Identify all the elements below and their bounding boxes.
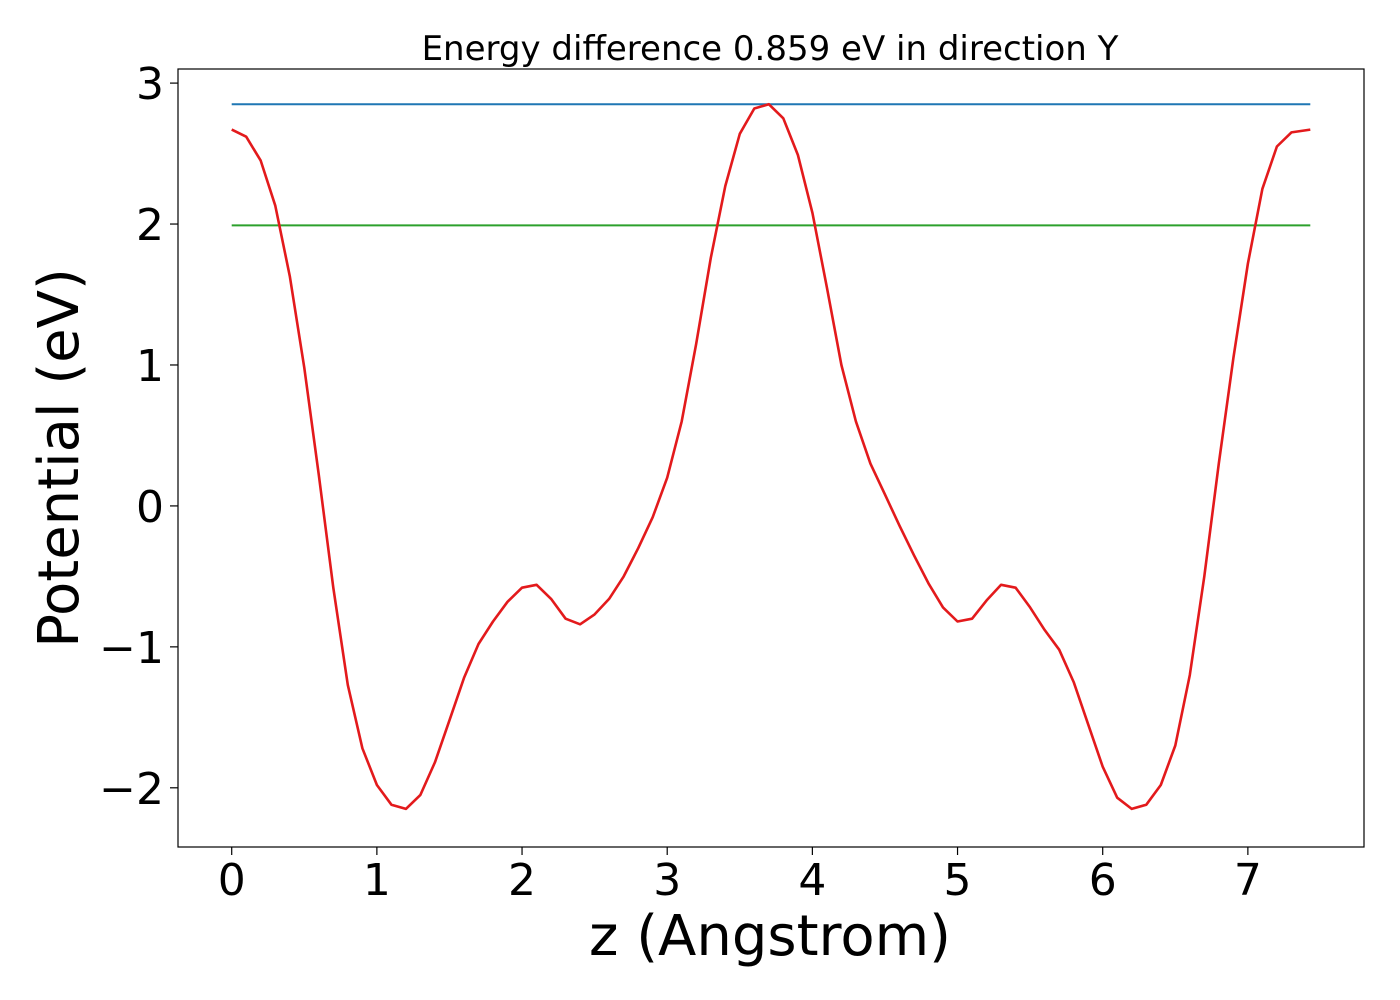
chart-title: Energy difference 0.859 eV in direction … [422, 29, 1119, 69]
series-line-2 [231, 102, 1311, 811]
x-tick-label: 2 [508, 855, 536, 906]
y-tick-label: 3 [136, 59, 164, 110]
axes-frame [177, 68, 1365, 848]
y-axis: −2 −1 0 1 2 3 [99, 59, 178, 815]
x-tick-label: 5 [944, 855, 972, 906]
y-axis-label: Potential (eV) [27, 268, 92, 648]
x-axis: 0 1 2 3 4 5 6 7 [218, 847, 1262, 906]
x-tick-label: 7 [1234, 855, 1262, 906]
y-tick-label: 1 [136, 341, 164, 392]
y-tick-label: 0 [136, 482, 164, 533]
x-tick-label: 0 [218, 855, 246, 906]
y-tick-label: −1 [99, 623, 164, 674]
y-tick-label: 2 [136, 200, 164, 251]
x-tick-label: 6 [1089, 855, 1117, 906]
x-tick-label: 1 [363, 855, 391, 906]
y-tick-label: −2 [99, 764, 164, 815]
x-tick-label: 3 [653, 855, 681, 906]
x-axis-label: z (Angstrom) [589, 904, 951, 969]
plot-area [231, 102, 1311, 811]
x-tick-label: 4 [798, 855, 826, 906]
